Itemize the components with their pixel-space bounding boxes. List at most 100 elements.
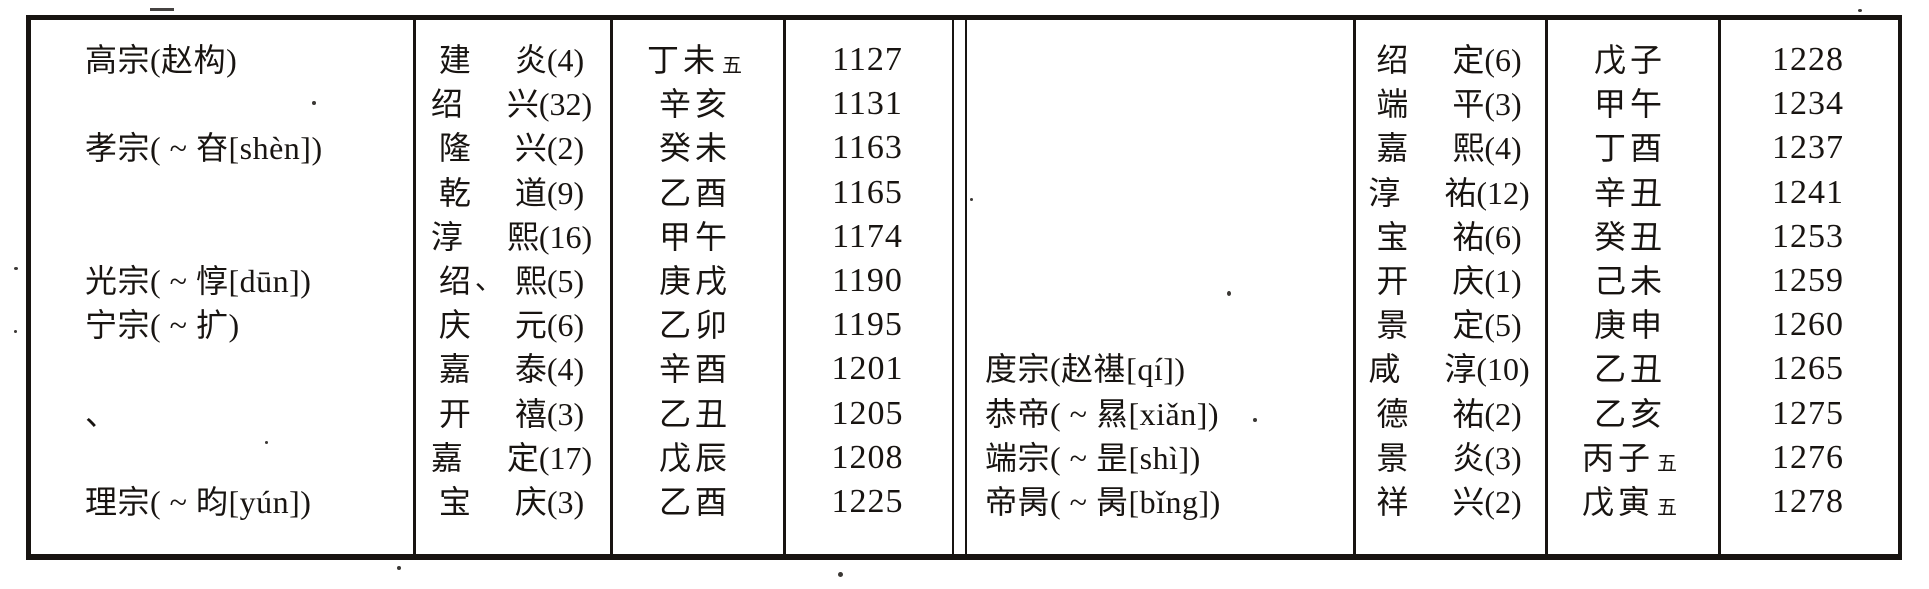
emperor-cell: 恭帝( ~ 㬎[xiǎn]) xyxy=(985,395,1220,432)
era-rest-and-length: 兴(2) xyxy=(1452,483,1522,520)
table-row: 乾 道(9) 乙酉 1165 xyxy=(31,171,952,215)
era-name-cell: 淳 祐(12) xyxy=(1353,171,1545,215)
table-row: 嘉 泰(4) 辛酉 1201 xyxy=(31,347,952,391)
era-rest-and-length: 祐(6) xyxy=(1452,218,1522,255)
table-right-half: 绍 定(6) 戊子 1228 端 平(3) 甲午 1234 嘉 熙(4) xyxy=(969,38,1898,524)
sexagenary-year-cell: 丁未 五 xyxy=(610,38,783,82)
sexagenary-year-cell: 戊子 xyxy=(1545,38,1718,82)
sexagenary-year-cell: 辛亥 xyxy=(610,82,783,126)
start-month-subscript: 五 xyxy=(1657,452,1681,475)
sexagenary-year-text: 戊子 xyxy=(1593,42,1666,79)
table-row: 开 庆(1) 己未 1259 xyxy=(969,259,1898,303)
sexagenary-year-text: 丁未 xyxy=(646,42,719,79)
western-year-cell: 1275 xyxy=(1772,394,1844,432)
emperor-cell: 度宗(赵禥[qí]) xyxy=(985,351,1186,388)
sexagenary-year-cell: 庚戌 xyxy=(610,259,783,303)
table-left-half: 高宗(赵构) 建 炎(4) 丁未 五 1127 绍 兴(32) 辛亥 1131 … xyxy=(31,38,952,524)
era-rest-and-length: 元(6) xyxy=(514,307,585,344)
sexagenary-year-text: 甲午 xyxy=(658,218,731,255)
era-rest-and-length: 祐(2) xyxy=(1452,395,1522,432)
sexagenary-year-text: 辛亥 xyxy=(658,86,731,123)
era-first-char: 乾 xyxy=(438,174,471,211)
era-name-cell: 绍 兴(32) xyxy=(413,82,610,126)
western-year-cell: 1260 xyxy=(1772,306,1844,344)
emperor-cell: 孝宗( ~ 昚[shèn]) xyxy=(85,130,323,167)
start-month-subscript: 五 xyxy=(1657,497,1681,520)
half-divider-line-inner xyxy=(965,20,967,554)
era-first-char: 嘉 xyxy=(1376,130,1409,167)
emperor-cell xyxy=(31,436,413,480)
era-rest-and-length: 兴(32) xyxy=(506,86,593,123)
era-name-cell: 咸 淳(10) xyxy=(1353,347,1545,391)
era-rest-and-length: 熙(5) xyxy=(514,263,585,300)
era-first-char: 祥 xyxy=(1376,483,1409,520)
emperor-cell xyxy=(969,171,1353,215)
emperor-cell xyxy=(969,82,1353,126)
scan-speck xyxy=(265,441,268,444)
era-name-cell: 德 祐(2) xyxy=(1353,392,1545,436)
column-divider-line xyxy=(1545,20,1548,554)
sexagenary-year-cell: 辛丑 xyxy=(1545,171,1718,215)
emperor-cell xyxy=(31,215,413,259)
table-row: 嘉 定(17) 戊辰 1208 xyxy=(31,436,952,480)
era-name-cell: 景 定(5) xyxy=(1353,303,1545,347)
sexagenary-year-text: 癸丑 xyxy=(1593,218,1666,255)
sexagenary-year-text: 癸未 xyxy=(658,130,731,167)
western-year-cell: 1276 xyxy=(1772,438,1844,476)
era-first-char: 景 xyxy=(1376,439,1409,476)
scan-speck xyxy=(312,101,316,105)
sexagenary-year-cell: 乙丑 xyxy=(1545,347,1718,391)
era-first-char: 端 xyxy=(1376,86,1409,123)
emperor-cell xyxy=(969,38,1353,82)
table-row: 光宗( ~ 惇[dūn]) 绍 、 熙(5) 庚戌 1190 xyxy=(31,259,952,303)
table-row: 、 开 禧(3) 乙丑 1205 xyxy=(31,392,952,436)
table-row: 绍 定(6) 戊子 1228 xyxy=(969,38,1898,82)
column-divider-line xyxy=(1353,20,1356,554)
western-year-cell: 1225 xyxy=(831,482,904,520)
era-rest-and-length: 熙(16) xyxy=(506,218,593,255)
western-year-cell: 1278 xyxy=(1772,482,1844,520)
era-rest-and-length: 平(3) xyxy=(1452,86,1522,123)
table-row: 帝昺( ~ 昺[bǐng]) 祥 兴(2) 戊寅 五 1278 xyxy=(969,480,1898,524)
era-first-char: 建 xyxy=(438,42,471,79)
sexagenary-year-text: 乙丑 xyxy=(1593,351,1666,388)
scan-speck xyxy=(1253,418,1257,422)
western-year-cell: 1205 xyxy=(831,394,904,432)
era-name-cell: 宝 祐(6) xyxy=(1353,215,1545,259)
sexagenary-year-text: 丙子 xyxy=(1581,439,1654,476)
western-year-cell: 1208 xyxy=(831,438,904,476)
song-dynasty-era-table: 高宗(赵构) 建 炎(4) 丁未 五 1127 绍 兴(32) 辛亥 1131 … xyxy=(26,15,1902,560)
sexagenary-year-cell: 丁酉 xyxy=(1545,126,1718,170)
era-rest-and-length: 道(9) xyxy=(514,174,585,211)
emperor-cell xyxy=(969,259,1353,303)
column-divider-line xyxy=(610,20,613,554)
scan-speck xyxy=(14,330,17,333)
era-name-cell: 开 庆(1) xyxy=(1353,259,1545,303)
era-name-cell: 宝 庆(3) xyxy=(413,480,610,524)
table-row: 绍 兴(32) 辛亥 1131 xyxy=(31,82,952,126)
era-rest-and-length: 炎(4) xyxy=(514,42,585,79)
western-year-cell: 1163 xyxy=(832,129,903,167)
sexagenary-year-text: 辛丑 xyxy=(1593,174,1666,211)
era-name-cell: 端 平(3) xyxy=(1353,82,1545,126)
sexagenary-year-cell: 乙亥 xyxy=(1545,392,1718,436)
era-rest-and-length: 定(17) xyxy=(506,439,593,476)
era-first-char: 绍 xyxy=(1376,42,1409,79)
sexagenary-year-cell: 癸未 xyxy=(610,126,783,170)
table-row: 端宗( ~ 昰[shì]) 景 炎(3) 丙子 五 1276 xyxy=(969,436,1898,480)
sexagenary-year-text: 乙酉 xyxy=(658,174,731,211)
era-first-char: 隆 xyxy=(438,130,471,167)
sexagenary-year-cell: 丙子 五 xyxy=(1545,436,1718,480)
era-rest-and-length: 庆(3) xyxy=(514,483,585,520)
western-year-cell: 1228 xyxy=(1772,41,1844,79)
era-name-cell: 庆 元(6) xyxy=(413,303,610,347)
era-name-cell: 隆 兴(2) xyxy=(413,126,610,170)
era-first-char: 宝 xyxy=(1376,218,1409,255)
sexagenary-year-cell: 乙酉 xyxy=(610,480,783,524)
era-rest-and-length: 熙(4) xyxy=(1452,130,1522,167)
era-first-char: 开 xyxy=(1376,263,1409,300)
era-first-char: 嘉 xyxy=(438,351,471,388)
table-row: 孝宗( ~ 昚[shèn]) 隆 兴(2) 癸未 1163 xyxy=(31,126,952,170)
era-first-char: 景 xyxy=(1376,307,1409,344)
era-first-char: 绍 xyxy=(438,263,471,300)
